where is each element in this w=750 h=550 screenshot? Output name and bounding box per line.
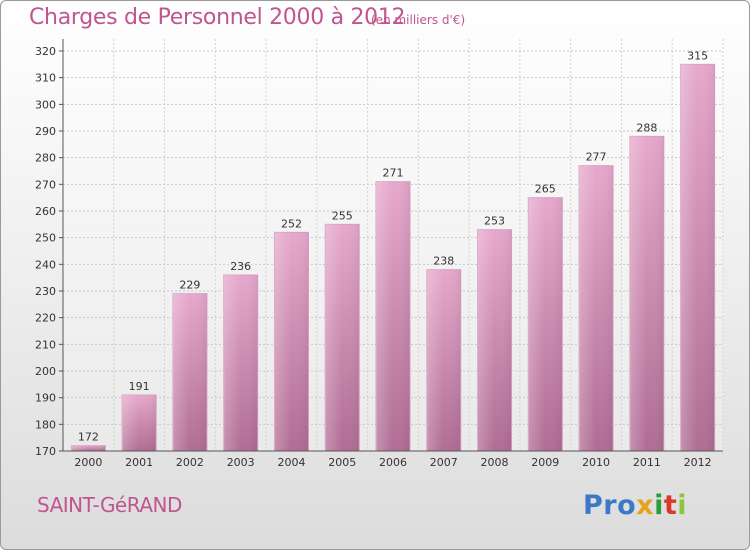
x-tick-label: 2004 [277,456,305,469]
chart-unit-note: (en milliers d'€) [371,13,466,27]
x-tick-label: 2008 [481,456,509,469]
x-tick-label: 2003 [227,456,255,469]
bar-value-label: 255 [332,209,353,222]
bar-shade [426,269,461,451]
bar-shade [579,165,614,451]
bar-value-labels: 172 191 229 236 252 255 271 238 253 265 277 288 315 [78,49,708,443]
y-tick-label: 210 [35,338,56,351]
bar-shade [477,229,512,451]
bar-shade [325,224,360,451]
bar-shade [376,181,410,451]
bar-shade [528,197,563,451]
bar-shade [680,64,715,452]
bar-value-label: 277 [586,151,607,164]
y-tick-label: 200 [35,365,56,378]
x-tick-label: 2007 [430,456,458,469]
y-tick-label: 240 [35,258,56,271]
y-tick-label: 190 [35,392,56,405]
bar-value-label: 238 [433,255,454,268]
y-tick-label: 280 [35,152,56,165]
logo-part: Pro [583,490,637,521]
y-tick-label: 290 [35,125,56,138]
bar-value-label: 172 [78,431,99,444]
bar-shade [122,395,157,451]
y-tick-label: 250 [35,232,56,245]
bar-value-label: 253 [484,215,505,228]
bar-value-label: 229 [179,279,200,292]
x-tick-label: 2012 [684,456,712,469]
y-tick-label: 270 [35,178,56,191]
y-tick-label: 260 [35,205,56,218]
logo-part: x [636,490,655,521]
commune-name: SAINT-GéRAND [37,493,182,517]
x-tick-label: 2000 [74,456,102,469]
bar-value-label: 191 [129,380,150,393]
logo-part: i [654,490,664,521]
bar-value-label: 288 [636,121,657,134]
y-tick-label: 170 [35,445,56,458]
x-tick-label: 2002 [176,456,204,469]
bar-shade [274,232,309,451]
bar-value-label: 265 [535,183,556,196]
chart-title: Charges de Personnel 2000 à 2012 [29,5,406,30]
bar-value-label: 252 [281,217,302,230]
bar-value-label: 271 [383,167,404,180]
bar-shade [223,275,258,451]
y-tick-label: 320 [35,45,56,58]
bar-shade [71,445,106,451]
proxiti-logo[interactable]: Proxiti [583,490,687,521]
bar-value-label: 315 [687,49,708,62]
x-tick-label: 2009 [531,456,559,469]
bars [70,63,716,452]
logo-part: i [677,490,688,521]
y-tick-label: 220 [35,312,56,325]
logo-part: t [663,490,678,521]
y-tick-label: 300 [35,98,56,111]
x-tick-label: 2001 [125,456,153,469]
bar-shade [629,136,664,452]
axes: 170 180 190 200 210 220 230 240 250 260 270 280 290 3… [35,39,723,469]
y-tick-label: 310 [35,72,56,85]
x-tick-label: 2006 [379,456,407,469]
x-tick-label: 2011 [633,456,661,469]
bar-shade [172,293,207,451]
y-tick-label: 230 [35,285,56,298]
bar-value-label: 236 [230,260,251,273]
x-tick-label: 2005 [328,456,356,469]
y-tick-label: 180 [35,418,56,431]
x-tick-label: 2010 [582,456,610,469]
